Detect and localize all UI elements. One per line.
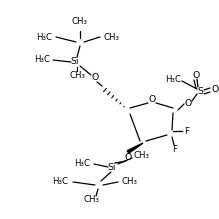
Text: O: O: [211, 85, 219, 95]
Text: CH₃: CH₃: [72, 18, 88, 26]
Text: CH₃: CH₃: [122, 178, 138, 187]
Text: CH₃: CH₃: [104, 32, 120, 41]
Text: H₃C: H₃C: [34, 55, 50, 65]
Text: H₃C: H₃C: [36, 32, 52, 41]
Text: S: S: [197, 87, 203, 95]
Polygon shape: [127, 143, 143, 153]
Text: Si: Si: [108, 162, 116, 171]
Text: Si: Si: [71, 58, 79, 67]
Text: CH₃: CH₃: [84, 196, 100, 205]
Text: O: O: [148, 95, 156, 104]
Text: O: O: [91, 74, 99, 83]
Text: F: F: [184, 127, 189, 136]
Text: O: O: [192, 71, 200, 79]
Text: CH₃: CH₃: [69, 71, 85, 79]
Text: F: F: [173, 145, 178, 154]
Text: O: O: [124, 152, 132, 161]
Text: O: O: [184, 99, 192, 108]
Text: H₃C: H₃C: [165, 74, 181, 83]
Text: H₃C: H₃C: [52, 178, 68, 187]
Text: H₃C: H₃C: [74, 159, 90, 168]
Text: CH₃: CH₃: [134, 152, 150, 161]
